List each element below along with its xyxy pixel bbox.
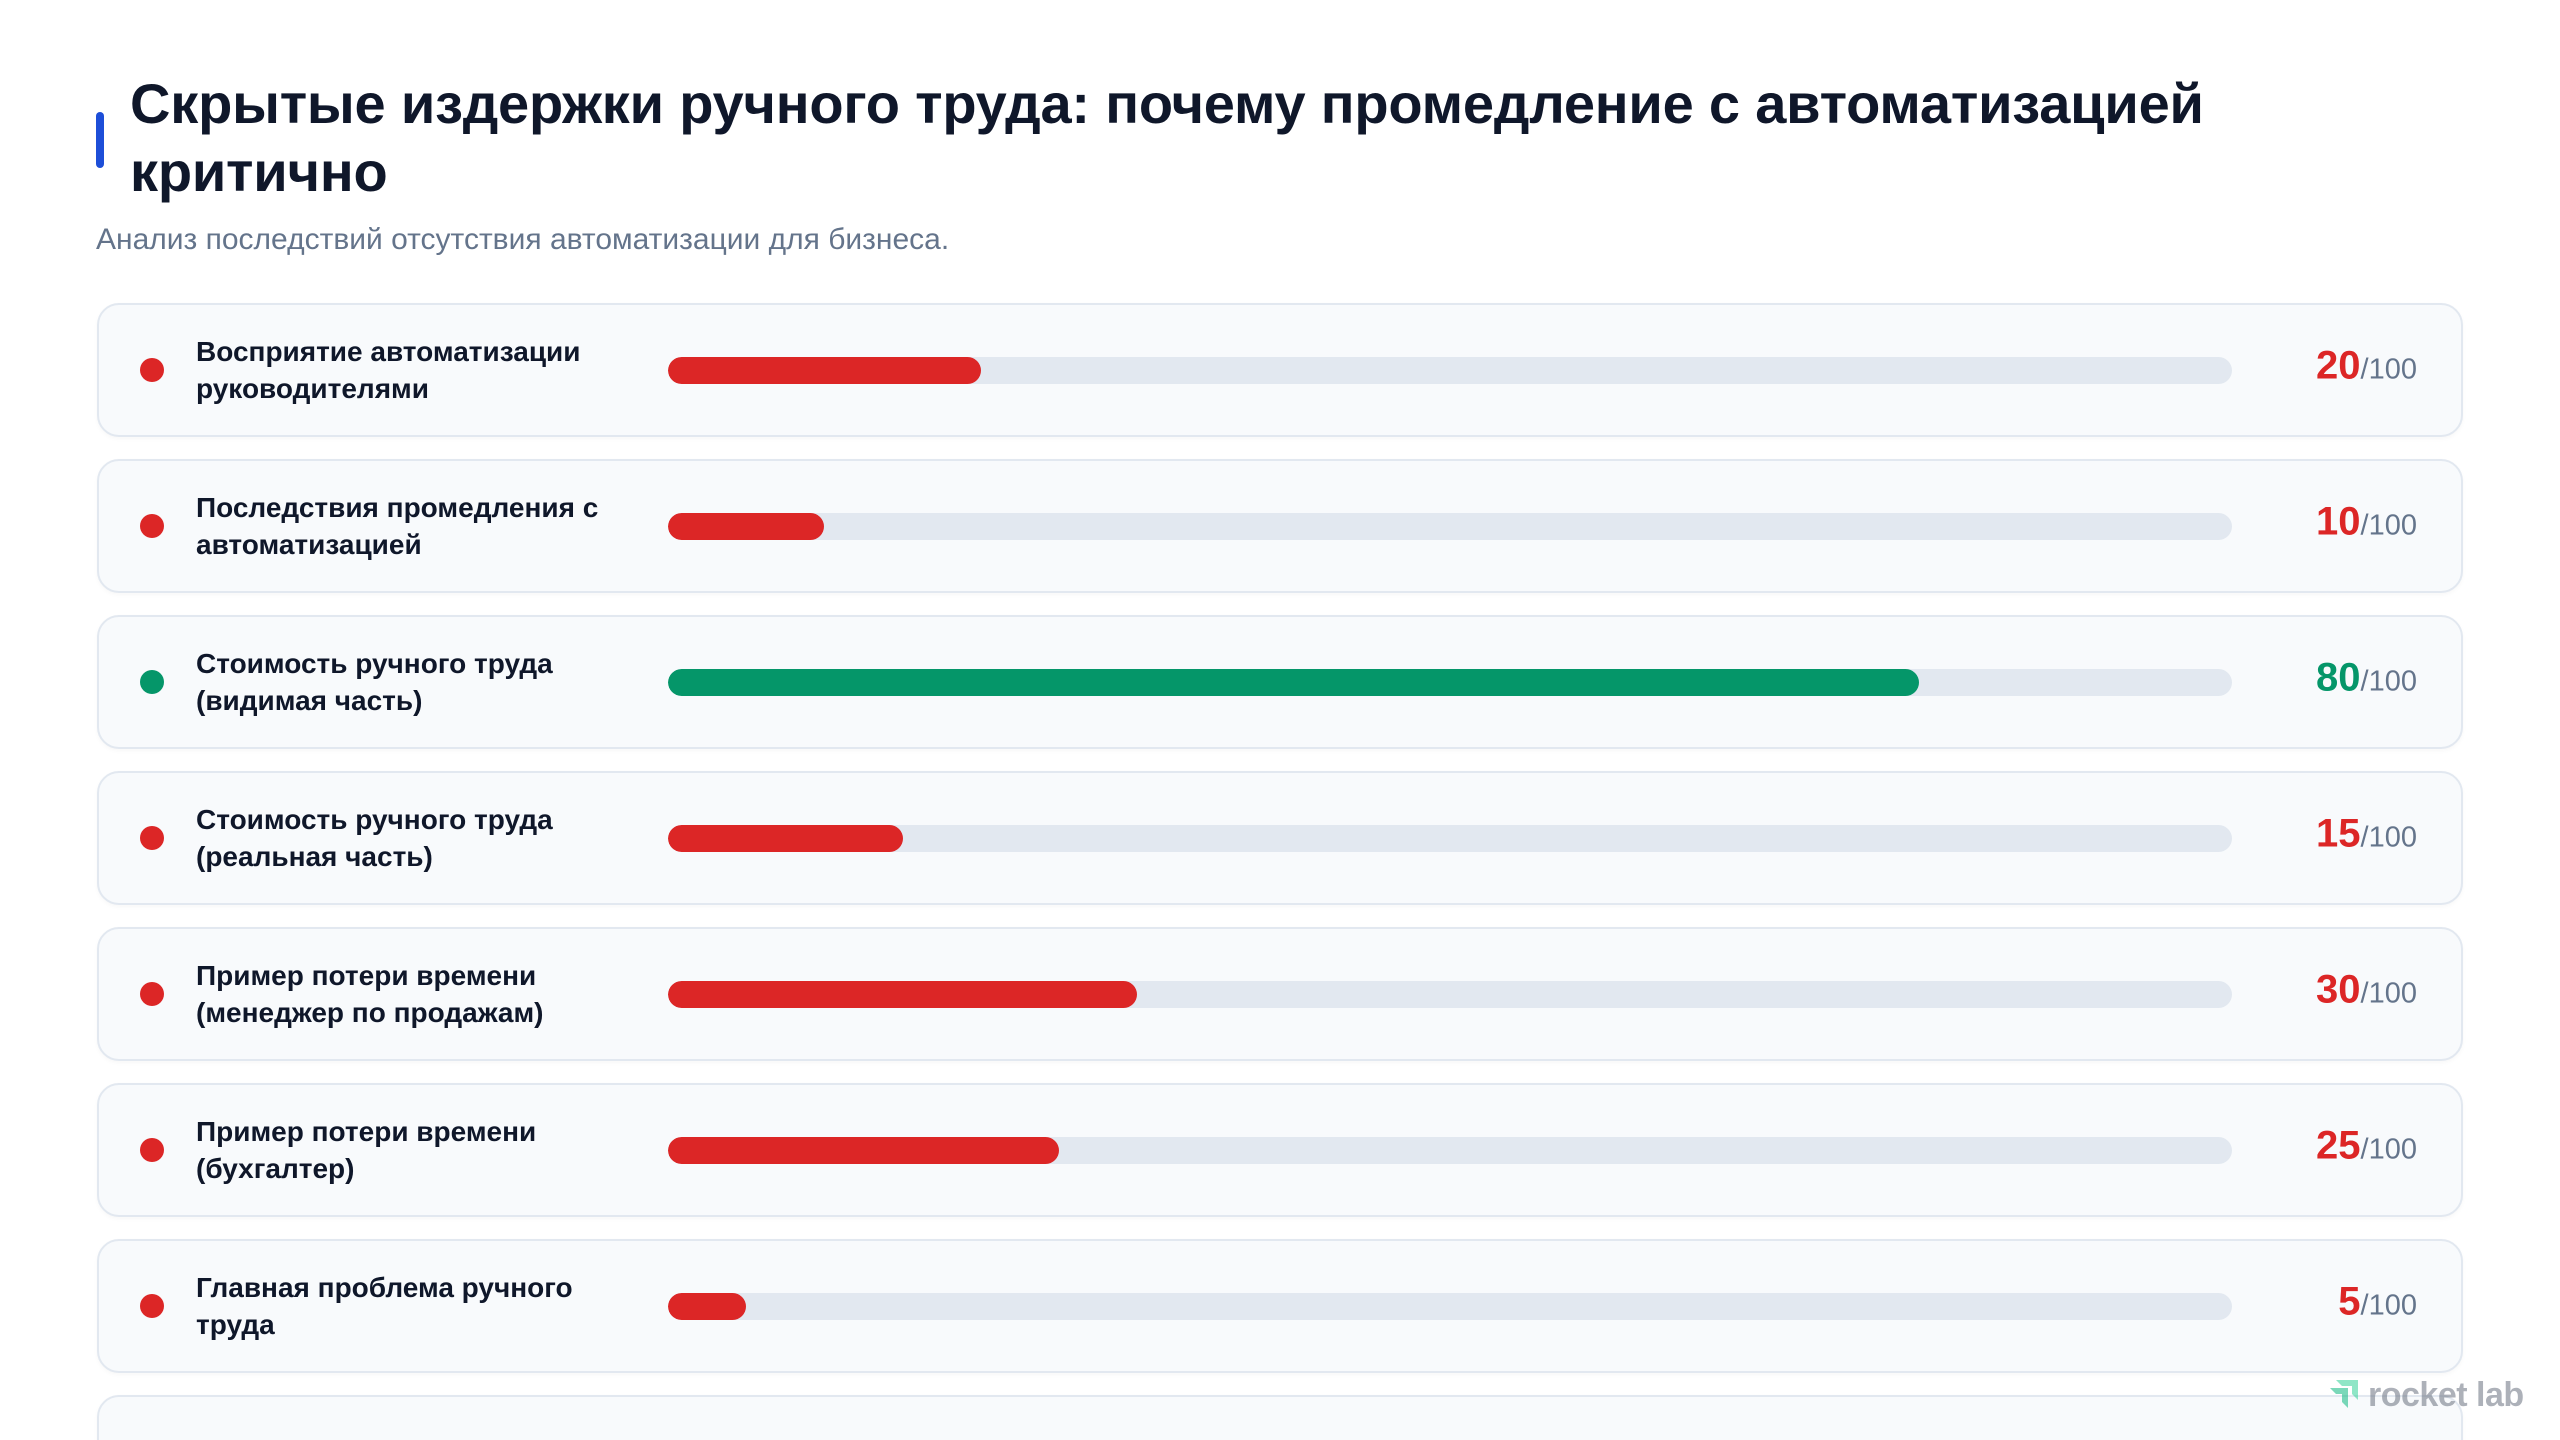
metric-card: Пример потери времени (бухгалтер) 25/100 bbox=[97, 1083, 2463, 1217]
header: Скрытые издержки ручного труда: почему п… bbox=[96, 70, 2396, 260]
metric-value: 30/100 bbox=[2316, 966, 2417, 1023]
brand-logo-text: rocket lab bbox=[2368, 1376, 2524, 1414]
metric-value: 15/100 bbox=[2316, 810, 2417, 867]
metric-score: 80 bbox=[2316, 655, 2361, 700]
progress-track bbox=[668, 1137, 2232, 1164]
metric-card: Пример потери времени (менеджер по прода… bbox=[97, 927, 2463, 1061]
status-dot-icon bbox=[140, 1294, 164, 1318]
progress-fill bbox=[668, 357, 981, 384]
metric-label: Пример потери времени (менеджер по прода… bbox=[196, 960, 544, 1028]
metric-value: 10/100 bbox=[2316, 498, 2417, 555]
metric-card: Восприятие автоматизации руководителями … bbox=[97, 303, 2463, 437]
metric-label: Последствия человеческого bbox=[196, 1435, 656, 1440]
status-dot-icon bbox=[140, 1138, 164, 1162]
metric-value: 80/100 bbox=[2316, 654, 2417, 711]
progress-fill bbox=[668, 513, 825, 540]
metric-label: Восприятие автоматизации руководителями bbox=[196, 336, 581, 404]
metric-max: /100 bbox=[2360, 977, 2417, 1010]
brand-logo: rocket lab bbox=[2328, 1376, 2524, 1415]
metric-value: 5/100 bbox=[2338, 1278, 2417, 1335]
status-dot-icon bbox=[140, 514, 164, 538]
metric-label: Пример потери времени (бухгалтер) bbox=[196, 1116, 537, 1184]
progress-fill bbox=[668, 1137, 1059, 1164]
metric-max: /100 bbox=[2360, 665, 2417, 698]
metric-score: 5 bbox=[2338, 1279, 2361, 1324]
metric-value: 20/100 bbox=[2316, 342, 2417, 399]
title-block: Скрытые издержки ручного труда: почему п… bbox=[96, 70, 2396, 206]
progress-fill bbox=[668, 1293, 747, 1320]
metrics-list: Восприятие автоматизации руководителями … bbox=[97, 303, 2463, 1440]
metric-score: 20 bbox=[2316, 343, 2361, 388]
progress-fill bbox=[668, 825, 903, 852]
progress-track bbox=[668, 1293, 2232, 1320]
progress-track bbox=[668, 669, 2232, 696]
metric-label: Главная проблема ручного труда bbox=[196, 1272, 573, 1340]
progress-track bbox=[668, 357, 2232, 384]
metric-score: 15 bbox=[2316, 811, 2361, 856]
progress-fill bbox=[668, 981, 1138, 1008]
progress-fill bbox=[668, 669, 1920, 696]
metric-card: Последствия промедления с автоматизацией… bbox=[97, 459, 2463, 593]
page-subtitle: Анализ последствий отсутствия автоматиза… bbox=[96, 223, 950, 256]
rocket-lab-arrow-icon bbox=[2328, 1376, 2362, 1415]
metric-max: /100 bbox=[2360, 1289, 2417, 1322]
metric-card: Стоимость ручного труда (видимая часть) … bbox=[97, 615, 2463, 749]
metric-label: Стоимость ручного труда (реальная часть) bbox=[196, 804, 553, 872]
metric-max: /100 bbox=[2360, 821, 2417, 854]
metric-max: /100 bbox=[2360, 353, 2417, 386]
page-title: Скрытые издержки ручного труда: почему п… bbox=[130, 72, 2204, 203]
status-dot-icon bbox=[140, 670, 164, 694]
metric-score: 10 bbox=[2316, 499, 2361, 544]
status-dot-icon bbox=[140, 358, 164, 382]
metric-label: Последствия промедления с автоматизацией bbox=[196, 492, 599, 560]
metric-card: Последствия человеческого bbox=[97, 1395, 2463, 1440]
metric-card: Стоимость ручного труда (реальная часть)… bbox=[97, 771, 2463, 905]
metric-score: 25 bbox=[2316, 1123, 2361, 1168]
status-dot-icon bbox=[140, 826, 164, 850]
progress-track bbox=[668, 981, 2232, 1008]
metric-value: 25/100 bbox=[2316, 1122, 2417, 1179]
metric-score: 30 bbox=[2316, 967, 2361, 1012]
metric-card: Главная проблема ручного труда 5/100 bbox=[97, 1239, 2463, 1373]
metric-max: /100 bbox=[2360, 509, 2417, 542]
title-accent-bar bbox=[96, 112, 104, 168]
progress-track bbox=[668, 825, 2232, 852]
metric-max: /100 bbox=[2360, 1133, 2417, 1166]
status-dot-icon bbox=[140, 982, 164, 1006]
metric-label: Стоимость ручного труда (видимая часть) bbox=[196, 648, 553, 716]
progress-track bbox=[668, 513, 2232, 540]
